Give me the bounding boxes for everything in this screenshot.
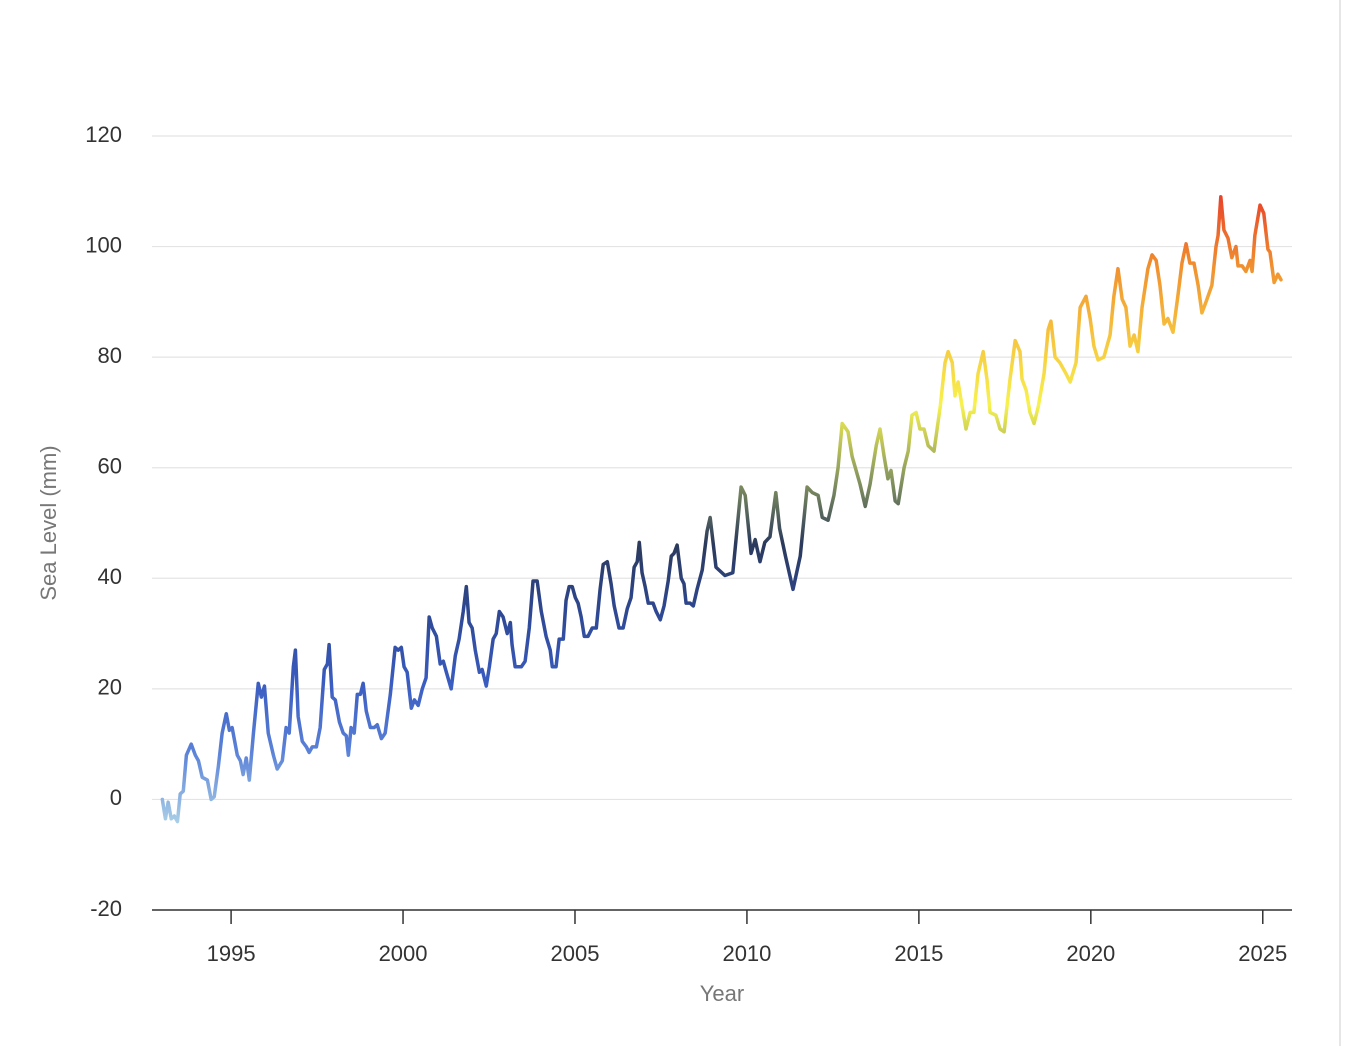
y-tick-label: 120 (85, 122, 122, 147)
sea-level-line (160, 195, 1283, 824)
x-axis-label: Year (700, 981, 744, 1006)
x-tick-label: 2005 (551, 941, 600, 966)
y-tick-label: 80 (98, 343, 122, 368)
x-tick-label: 2020 (1066, 941, 1115, 966)
y-tick-label: 20 (98, 675, 122, 700)
x-tick-label: 2010 (722, 941, 771, 966)
x-tick-label: 2000 (379, 941, 428, 966)
y-axis-label: Sea Level (mm) (36, 445, 61, 600)
y-tick-label: 60 (98, 454, 122, 479)
y-tick-label: 0 (110, 785, 122, 810)
x-tick-label: 2015 (894, 941, 943, 966)
y-tick-label: -20 (90, 896, 122, 921)
x-tick-label: 2025 (1238, 941, 1287, 966)
x-tick-label: 1995 (207, 941, 256, 966)
y-tick-label: 100 (85, 232, 122, 257)
y-tick-label: 40 (98, 564, 122, 589)
